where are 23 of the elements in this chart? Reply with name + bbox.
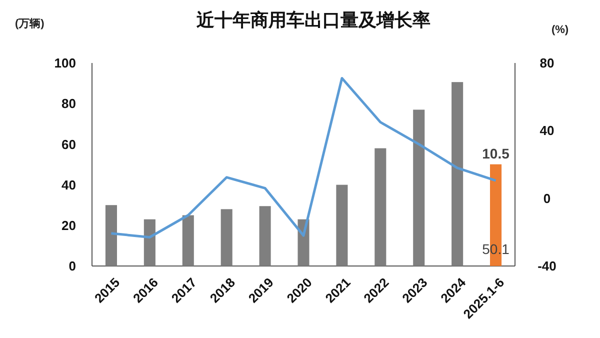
bar <box>336 184 348 266</box>
y-tick-label: 0 <box>68 258 76 274</box>
bar <box>452 82 464 266</box>
y2-tick-label: 40 <box>540 123 554 138</box>
y-tick-label: 60 <box>62 136 76 152</box>
bar <box>105 205 117 266</box>
data-label: 10.5 <box>482 146 510 162</box>
bar <box>374 148 386 266</box>
y2-tick-label: -40 <box>538 258 556 274</box>
bar <box>182 215 194 266</box>
bar <box>259 206 271 266</box>
y2-tick-label: 0 <box>543 190 551 206</box>
bar <box>413 110 425 266</box>
bar <box>144 219 156 266</box>
y2-axis-title: (%) <box>551 24 569 36</box>
y-tick-label: 20 <box>62 218 76 233</box>
y2-tick-label: 80 <box>540 56 554 71</box>
chart-title: 近十年商用车出口量及增长率 <box>196 10 430 30</box>
y-tick-label: 100 <box>54 56 76 71</box>
y-axis-title: (万辆) <box>15 17 45 30</box>
y-tick-label: 40 <box>62 177 76 192</box>
bar <box>220 209 232 266</box>
y-tick-label: 80 <box>62 96 76 112</box>
